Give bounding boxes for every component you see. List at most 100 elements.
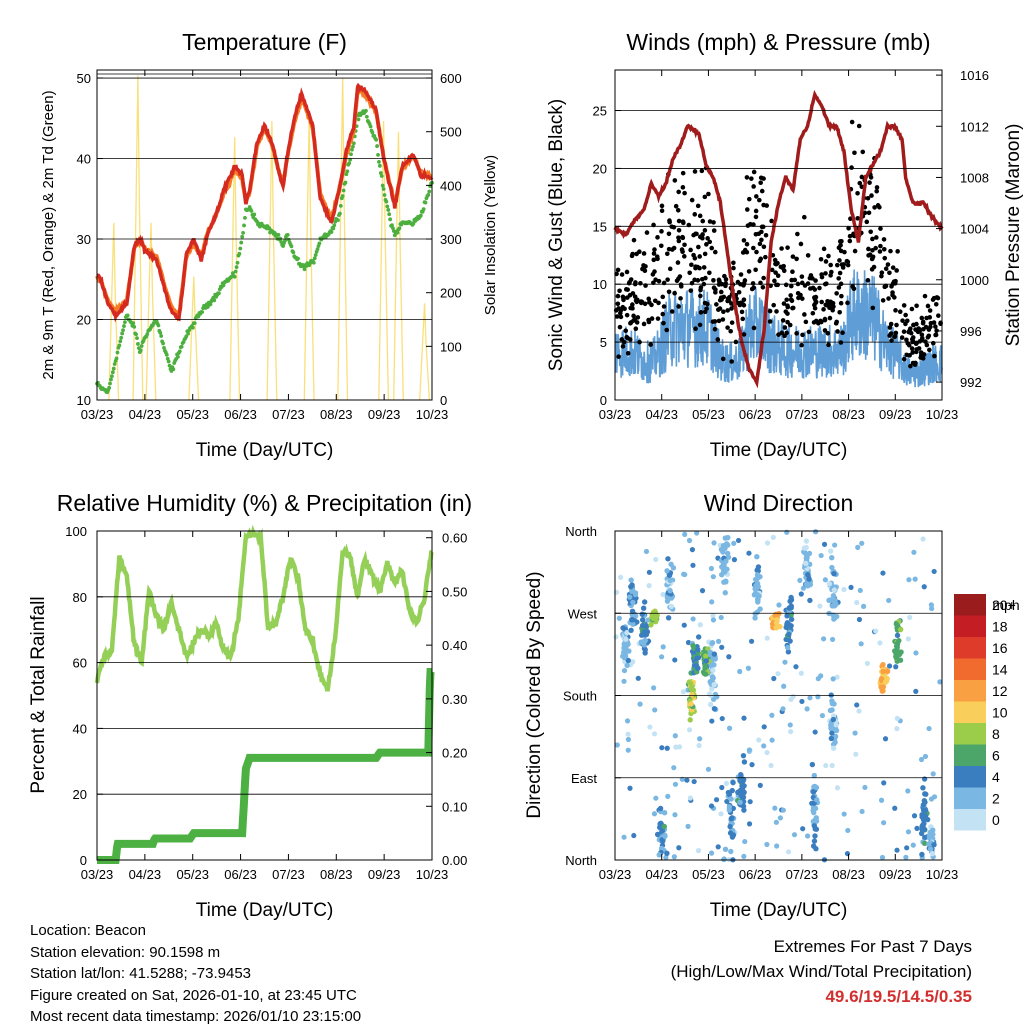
gust-point xyxy=(783,282,789,288)
y-tick-label: West xyxy=(568,606,598,621)
gust-point xyxy=(693,265,698,271)
gust-point xyxy=(711,220,716,225)
gust-point xyxy=(725,325,730,330)
gust-point xyxy=(891,279,897,284)
y2-tick-label: 0.60 xyxy=(442,531,467,546)
dewpoint-point xyxy=(237,251,242,256)
gust-point xyxy=(794,331,799,336)
gust-point xyxy=(794,256,799,262)
gust-point xyxy=(799,274,805,279)
wind-direction-point xyxy=(831,701,837,707)
wind-direction-point xyxy=(814,797,820,803)
wind-direction-point xyxy=(696,742,702,749)
gust-point xyxy=(675,260,681,265)
y2-tick-label: 0 xyxy=(440,393,447,408)
wind-direction-point xyxy=(780,706,786,712)
gust-point xyxy=(676,218,682,224)
gust-point xyxy=(775,273,781,279)
wind-direction-point xyxy=(927,846,934,852)
gust-point xyxy=(813,278,818,283)
gust-point xyxy=(666,231,672,237)
gust-point xyxy=(936,313,941,318)
gust-point xyxy=(667,219,672,225)
wind-direction-point xyxy=(642,637,648,644)
wind-direction-point xyxy=(845,827,851,834)
gust-point xyxy=(774,309,779,314)
wind-direction-point xyxy=(625,736,632,743)
wind-direction-point xyxy=(687,717,693,723)
gust-point xyxy=(695,278,701,283)
gust-point xyxy=(845,259,851,265)
gust-point xyxy=(705,236,710,241)
wind-direction-point xyxy=(746,821,753,827)
wind-direction-point xyxy=(727,823,733,830)
wind-direction-point xyxy=(711,651,718,657)
wind-direction-point xyxy=(659,745,665,751)
gust-point xyxy=(805,253,811,258)
gust-point xyxy=(856,123,862,129)
gust-point xyxy=(904,318,910,324)
gust-point xyxy=(763,232,769,238)
wind-direction-point xyxy=(782,659,788,665)
wind-direction-point xyxy=(613,634,619,640)
station-info: Location: Beacon Station elevation: 90.1… xyxy=(30,920,361,1028)
gust-point xyxy=(714,302,719,307)
wind-direction-point xyxy=(653,795,659,801)
gust-point xyxy=(918,354,924,360)
gust-point xyxy=(819,272,824,277)
wind-direction-point xyxy=(724,798,730,805)
x-tick-label: 10/23 xyxy=(416,407,449,422)
gust-point xyxy=(826,253,831,259)
gust-point xyxy=(751,285,757,291)
wind-direction-point xyxy=(731,540,737,546)
chart-title: Relative Humidity (%) & Precipitation (i… xyxy=(57,490,472,516)
dewpoint-point xyxy=(351,141,356,146)
extremes-panel: Extremes For Past 7 Days (High/Low/Max W… xyxy=(671,934,972,1009)
gust-point xyxy=(655,316,661,321)
gust-point xyxy=(615,293,621,299)
gust-point xyxy=(643,264,648,269)
wind-direction-point xyxy=(689,547,696,553)
wind-direction-point xyxy=(705,766,712,772)
gust-point xyxy=(900,318,905,323)
wind-direction-point xyxy=(628,583,634,590)
wind-direction-point xyxy=(879,688,885,694)
gust-point xyxy=(741,297,747,302)
gust-point xyxy=(788,297,794,302)
wind-direction-point xyxy=(644,629,651,635)
gust-point xyxy=(920,319,926,325)
wind-direction-point xyxy=(754,572,761,578)
wind-direction-point xyxy=(742,838,748,845)
gust-point xyxy=(626,280,632,286)
gust-point xyxy=(634,251,639,257)
gust-point xyxy=(692,256,698,261)
wind-direction-point xyxy=(625,731,631,737)
gust-point xyxy=(865,278,871,283)
wind-direction-point xyxy=(757,782,763,788)
wind-direction-point xyxy=(892,805,898,811)
gust-point xyxy=(899,335,905,340)
wind-direction-point xyxy=(812,729,818,735)
x-tick-label: 03/23 xyxy=(599,407,632,422)
x-tick-label: 06/23 xyxy=(224,407,257,422)
y2-tick-label: 500 xyxy=(440,125,462,140)
gust-point xyxy=(812,295,817,300)
y2-tick-label: 0.30 xyxy=(442,692,467,707)
wind-direction-point xyxy=(810,843,817,849)
gust-point xyxy=(630,251,635,257)
wind-direction-point xyxy=(697,736,703,742)
gust-point xyxy=(649,302,654,308)
gust-point xyxy=(698,293,703,299)
gust-point xyxy=(860,149,866,155)
wind-direction-point xyxy=(784,620,791,626)
y-tick-label: 100 xyxy=(65,524,87,539)
gust-point xyxy=(619,272,625,277)
wind-direction-point xyxy=(799,698,805,705)
gust-point xyxy=(687,270,692,276)
dewpoint-point xyxy=(176,354,180,359)
gust-point xyxy=(699,276,705,282)
wind-direction-point xyxy=(823,762,829,769)
gust-point xyxy=(720,356,726,362)
gust-point xyxy=(901,329,907,334)
gust-point xyxy=(627,337,633,342)
